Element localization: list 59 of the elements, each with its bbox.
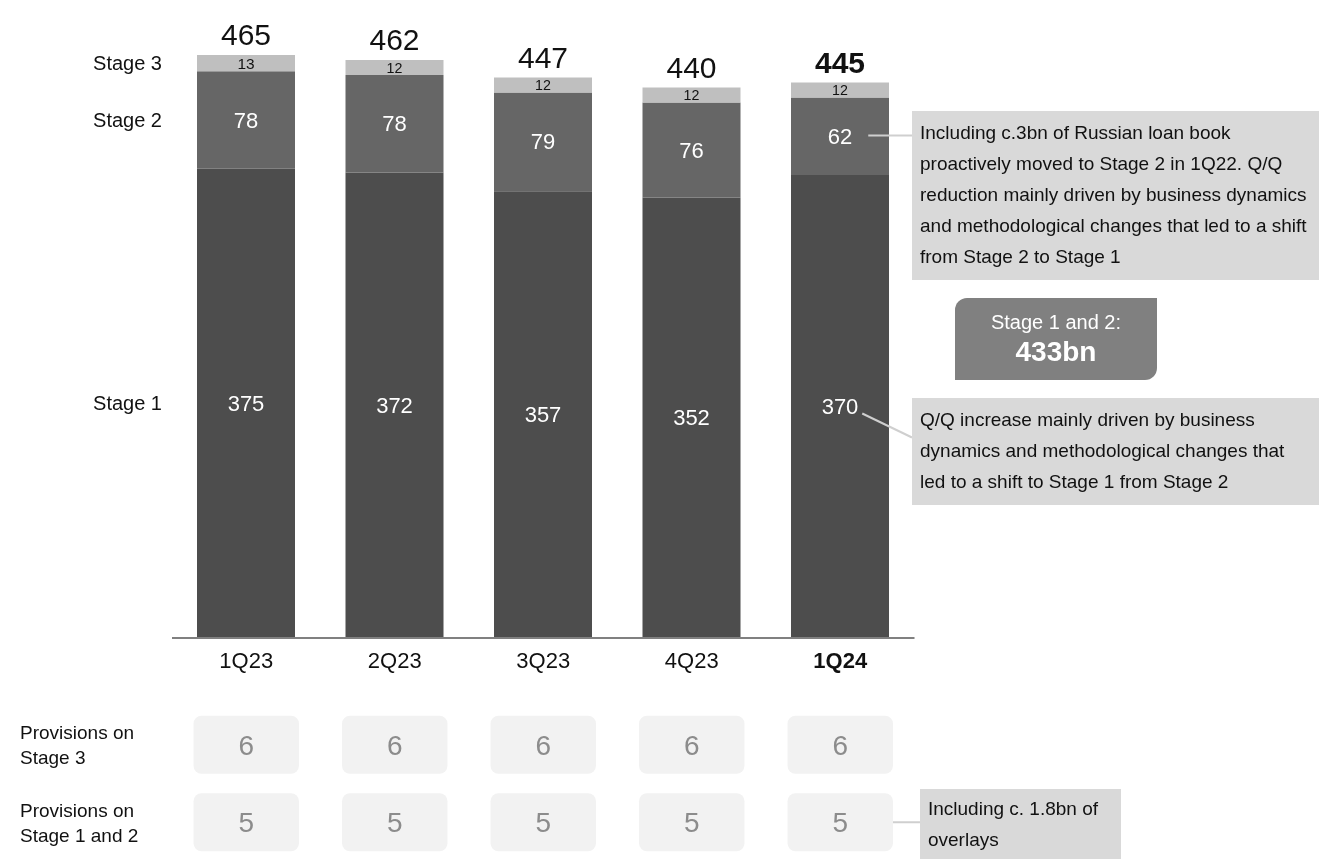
data-label: 5	[535, 806, 552, 838]
bar	[494, 191, 592, 638]
data-label: 5	[386, 806, 403, 838]
total-label: 465	[220, 18, 272, 51]
data-label: 12	[386, 59, 403, 76]
bar	[791, 175, 889, 638]
total-label: 445	[814, 45, 866, 79]
data-label: 79	[530, 129, 556, 155]
data-label: 13	[237, 54, 255, 72]
data-label: 357	[524, 402, 562, 428]
text: Including c. 1.8bn of overlays	[927, 798, 1099, 851]
data-label: 78	[382, 111, 407, 137]
y-tick-label: Provisions on Stage 3	[20, 721, 135, 768]
text: Q/Q increase mainly driven by business dynamics and methodological changes that led to a shift to Stage 1 from Stage 2	[920, 408, 1285, 492]
bar	[494, 92, 592, 192]
total-label: 447	[517, 40, 569, 74]
data-label: 372	[376, 392, 413, 418]
bar	[345, 75, 444, 173]
text: Stage 1 and 2: 433bn	[990, 310, 1122, 367]
data-label: 6	[386, 729, 403, 761]
data-label: 352	[673, 405, 710, 431]
data-label: 12	[683, 87, 700, 104]
total-label: 440	[666, 50, 717, 84]
x-tick-label: 4Q23	[664, 648, 719, 673]
bar	[642, 102, 741, 198]
x-tick-label: 1Q23	[219, 648, 274, 673]
series-label: Stage 1	[93, 392, 162, 415]
data-label: 12	[535, 77, 551, 94]
data-label: 6	[238, 729, 255, 761]
data-label: 12	[832, 82, 848, 99]
bar	[642, 87, 741, 103]
data-label: 5	[683, 806, 700, 838]
bar	[197, 71, 295, 169]
data-label: 76	[679, 137, 704, 163]
text: Including c.3bn of Russian loan book proactively moved to Stage 2 in 1Q22. Q/Q reduction mainly driven by business dynamics and methodological changes that led to a shift from Stage 2 to Stage 1	[920, 121, 1307, 267]
data-label: 5	[832, 806, 849, 838]
x-tick-label: 3Q23	[516, 648, 571, 673]
data-label: 375	[227, 390, 265, 416]
data-label: 78	[233, 107, 259, 133]
data-label: 6	[832, 729, 849, 761]
bar	[791, 82, 889, 98]
bar	[642, 197, 741, 638]
bar	[494, 77, 592, 93]
bar	[197, 168, 295, 638]
data-label: 5	[238, 806, 255, 838]
series-label: Stage 3	[93, 52, 162, 75]
data-label: 6	[683, 729, 700, 761]
y-tick-label: Provisions on Stage 1 and 2	[20, 799, 139, 846]
bar	[345, 172, 444, 638]
data-label: 370	[821, 394, 859, 420]
x-tick-label: 1Q24	[813, 648, 868, 673]
bar	[791, 97, 889, 176]
total-label: 462	[369, 23, 420, 56]
bar	[197, 55, 295, 72]
bar	[345, 60, 444, 76]
x-tick-label: 2Q23	[367, 648, 422, 673]
data-label: 6	[535, 729, 552, 761]
data-label: 62	[827, 123, 853, 149]
series-label: Stage 2	[93, 109, 162, 132]
